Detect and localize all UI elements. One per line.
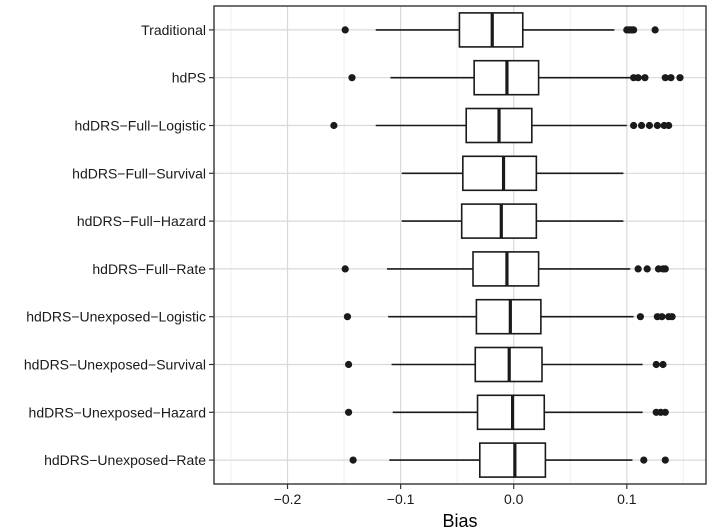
outlier-point <box>348 74 356 82</box>
outlier-point <box>658 313 666 321</box>
outlier-point <box>661 408 669 416</box>
outlier-point <box>343 313 352 321</box>
x-tick-label: −0.1 <box>387 491 415 507</box>
outlier-point <box>637 121 646 130</box>
outlier-point <box>344 360 353 369</box>
x-axis-ticks: −0.2 −0.1 0.0 0.1 <box>274 484 637 507</box>
box-plot-2 <box>330 107 673 144</box>
y-axis-ticks: Traditional hdPS hdDRS−Full−Logistic hdDRS−… <box>24 22 214 468</box>
outlier-point <box>341 265 349 273</box>
outlier-point <box>676 74 684 82</box>
iqr-box <box>460 203 538 239</box>
box-plot-9 <box>349 442 669 478</box>
outlier-point <box>659 360 667 369</box>
x-tick-label: 0.0 <box>504 491 524 507</box>
y-tick-label: hdPS <box>172 70 206 86</box>
outlier-point <box>668 313 676 321</box>
outlier-point <box>645 121 654 130</box>
box-plots <box>330 12 684 478</box>
outlier-point <box>330 121 338 130</box>
y-tick-label: hdDRS−Full−Survival <box>72 165 206 181</box>
outlier-point <box>630 26 638 34</box>
x-axis-title: Bias <box>442 511 477 531</box>
y-tick-label: hdDRS−Unexposed−Survival <box>24 357 206 373</box>
outlier-point <box>643 265 651 273</box>
iqr-box <box>475 298 542 335</box>
outlier-point <box>636 313 645 321</box>
plot-panel-border <box>213 5 707 485</box>
iqr-box <box>476 394 546 431</box>
iqr-box <box>462 155 538 192</box>
y-tick-label: hdDRS−Unexposed−Logistic <box>26 309 206 325</box>
y-tick-label: hdDRS−Unexposed−Hazard <box>29 404 206 420</box>
outlier-point <box>661 265 669 273</box>
box-plot-5 <box>341 251 669 287</box>
outlier-point <box>665 121 673 130</box>
y-tick-label: hdDRS−Full−Logistic <box>74 118 206 134</box>
x-tick-label: 0.1 <box>617 491 637 507</box>
outlier-point <box>640 456 648 464</box>
box-plot-8 <box>344 394 669 431</box>
outlier-point <box>653 121 661 130</box>
outlier-point <box>630 121 638 130</box>
outlier-point <box>661 74 669 82</box>
box-plot-4 <box>401 203 624 239</box>
outlier-point <box>349 456 357 464</box>
y-tick-label: hdDRS−Unexposed−Rate <box>44 452 206 468</box>
box-plot-0 <box>341 12 659 48</box>
outlier-point <box>634 74 642 82</box>
box-plot-7 <box>344 346 667 383</box>
outlier-point <box>667 74 675 82</box>
box-plot-1 <box>348 59 684 96</box>
y-tick-label: hdDRS−Full−Hazard <box>77 213 206 229</box>
y-tick-label: Traditional <box>141 22 206 38</box>
iqr-box <box>478 442 547 478</box>
outlier-point <box>634 265 642 273</box>
outlier-point <box>641 74 649 82</box>
outlier-point <box>661 456 669 464</box>
outlier-point <box>344 408 353 416</box>
y-tick-label: hdDRS−Full−Rate <box>92 261 206 277</box>
box-plot-6 <box>343 298 676 335</box>
outlier-point <box>651 26 659 34</box>
outlier-point <box>341 26 349 34</box>
box-plot-3 <box>401 155 624 192</box>
outlier-point <box>652 360 660 369</box>
x-tick-label: −0.2 <box>274 491 302 507</box>
